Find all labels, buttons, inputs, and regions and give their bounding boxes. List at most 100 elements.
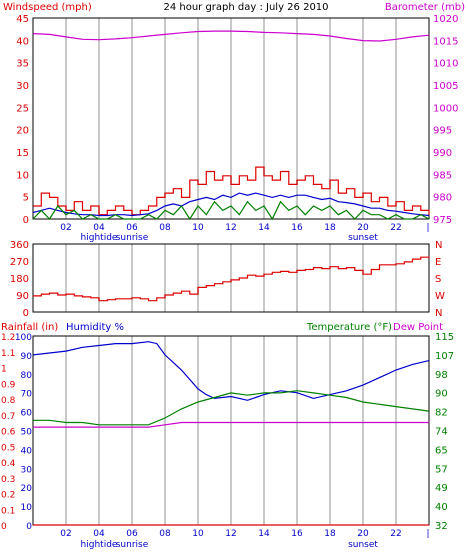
graph-title: 24 hour graph day : July 26 2010 [163,2,328,13]
top-end-tick: | [426,223,429,233]
top-hour-tick-label: 02 [60,223,71,233]
bottom-temperature-tick-label: 107 [435,351,454,362]
bottom-end-tick: | [426,529,429,539]
bottom-temperature-tick-label: 65 [435,445,448,456]
top-hour-tick-label: 08 [159,223,171,233]
bottom-temperature-tick-label: 90 [435,389,448,400]
top-barometer-tick-label: 985 [433,170,452,181]
chart-marks: 0510152025303540459759809859909951000100… [1,14,458,550]
bottom-event-label-hightide: hightide [81,540,118,550]
top-barometer-tick-label: 1020 [433,14,458,25]
bottom-event-label-sunset: sunset [348,540,378,550]
bottom-humidity-tick-label: 0 [26,522,32,532]
bottom-hour-tick-label: 02 [60,529,71,539]
top-hour-tick-label: 10 [192,223,204,233]
middle-frame [32,243,430,313]
bottom-hour-tick-label: 16 [291,529,303,539]
bottom-temperature-tick-label: 57 [435,464,448,475]
middle-compass-tick-label: N [435,240,442,251]
bottom-rainfall-tick-label: 0.3 [1,475,15,485]
bottom-hour-tick-label: 14 [258,529,270,539]
top-windspeed-tick-label: 35 [16,59,29,70]
bottom-rainfall-tick-label: 0.9 [1,380,16,390]
bottom-humidity-tick-label: 50 [21,428,33,438]
bottom-hour-tick-label: 06 [126,529,138,539]
bottom-humidity-tick-label: 80 [21,371,33,381]
bottom-temperature-tick-label: 115 [435,332,454,343]
top-hour-tick-label: 22 [390,223,401,233]
top-windspeed-tick-label: 45 [16,14,29,25]
middle-compass-tick-label: E [435,257,441,268]
bottom-temperature-tick-label: 82 [435,408,448,419]
bottom-rainfall-tick-label: 0.4 [1,459,16,469]
top-hour-tick-label: 06 [126,223,138,233]
top-series-red-1 [33,166,430,216]
bottom-humidity-tick-label: 70 [21,390,33,400]
top-hour-tick-label: 20 [357,223,369,233]
bottom-humidity-tick-label: 30 [21,465,33,475]
bottom-series-blue-0 [32,341,430,401]
top-series-blue-2 [32,192,430,217]
top-windspeed-tick-label: 15 [16,148,29,159]
bottom-temperature-tick-label: 32 [435,521,448,532]
top-hour-tick-label: 18 [324,223,336,233]
top-barometer-tick-label: 1015 [433,36,458,47]
bottom-hour-tick-label: 22 [390,529,401,539]
top-event-label-sunset: sunset [348,233,378,243]
top-hour-tick-label: 14 [258,223,270,233]
middle-direction-tick-label: 180 [10,274,29,285]
top-event-label-sunrise: sunrise [116,233,149,243]
middle-compass-tick-label: N [435,308,442,319]
bottom-hour-tick-label: 04 [93,529,105,539]
windspeed-axis-title: Windspeed (mph) [3,2,92,13]
bottom-rainfall-tick-label: 0.1 [1,506,15,516]
bottom-humidity-tick-label: 60 [21,409,33,419]
bottom-hour-tick-label: 10 [192,529,204,539]
dewpoint-axis-title: Dew Point [393,322,443,333]
bottom-rainfall-tick-label: 0 [1,522,7,532]
top-windspeed-tick-label: 10 [16,170,29,181]
middle-direction-tick-label: 360 [10,240,29,251]
top-series-green-3 [32,200,430,221]
bottom-humidity-tick-label: 100 [15,333,32,343]
middle-direction-tick-label: 270 [10,257,29,268]
bottom-humidity-tick-label: 40 [21,446,33,456]
rainfall-axis-title: Rainfall (in) [1,322,58,333]
bottom-temperature-tick-label: 40 [435,502,448,513]
top-hour-tick-label: 16 [291,223,303,233]
top-barometer-tick-label: 980 [433,193,452,204]
top-series-magenta-0 [32,30,430,42]
bottom-event-label-sunrise: sunrise [116,540,149,550]
top-windspeed-tick-label: 30 [16,81,29,92]
middle-direction-tick-label: 90 [16,291,29,302]
bottom-humidity-tick-label: 20 [21,484,33,494]
top-barometer-tick-label: 1010 [433,59,458,70]
top-barometer-tick-label: 990 [433,148,452,159]
top-event-label-hightide: hightide [81,233,118,243]
top-windspeed-tick-label: 5 [23,193,29,204]
top-frame [32,17,430,220]
bottom-rainfall-tick-label: 0.6 [1,428,16,438]
bottom-rainfall-tick-label: 1.2 [1,333,15,343]
bottom-humidity-tick-label: 90 [21,352,33,362]
top-barometer-tick-label: 1005 [433,81,458,92]
bottom-temperature-tick-label: 49 [435,483,448,494]
bottom-humidity-tick-label: 10 [21,503,33,513]
bottom-temperature-tick-label: 74 [435,427,448,438]
middle-compass-tick-label: W [435,291,445,302]
bottom-rainfall-tick-label: 1 [1,365,7,375]
top-barometer-tick-label: 1000 [433,103,458,114]
top-hour-tick-label: 04 [93,223,105,233]
bottom-hour-tick-label: 08 [159,529,171,539]
top-barometer-tick-label: 995 [433,126,452,137]
bottom-rainfall-tick-label: 0.5 [1,443,15,453]
barometer-axis-title: Barometer (mb) [385,2,465,13]
top-windspeed-tick-label: 40 [16,36,29,47]
top-windspeed-tick-label: 0 [23,215,29,226]
bottom-rainfall-tick-label: 0.8 [1,396,16,406]
temperature-axis-title: Temperature (°F) [306,322,392,333]
bottom-hour-tick-label: 12 [225,529,236,539]
bottom-rainfall-tick-label: 0.7 [1,412,15,422]
